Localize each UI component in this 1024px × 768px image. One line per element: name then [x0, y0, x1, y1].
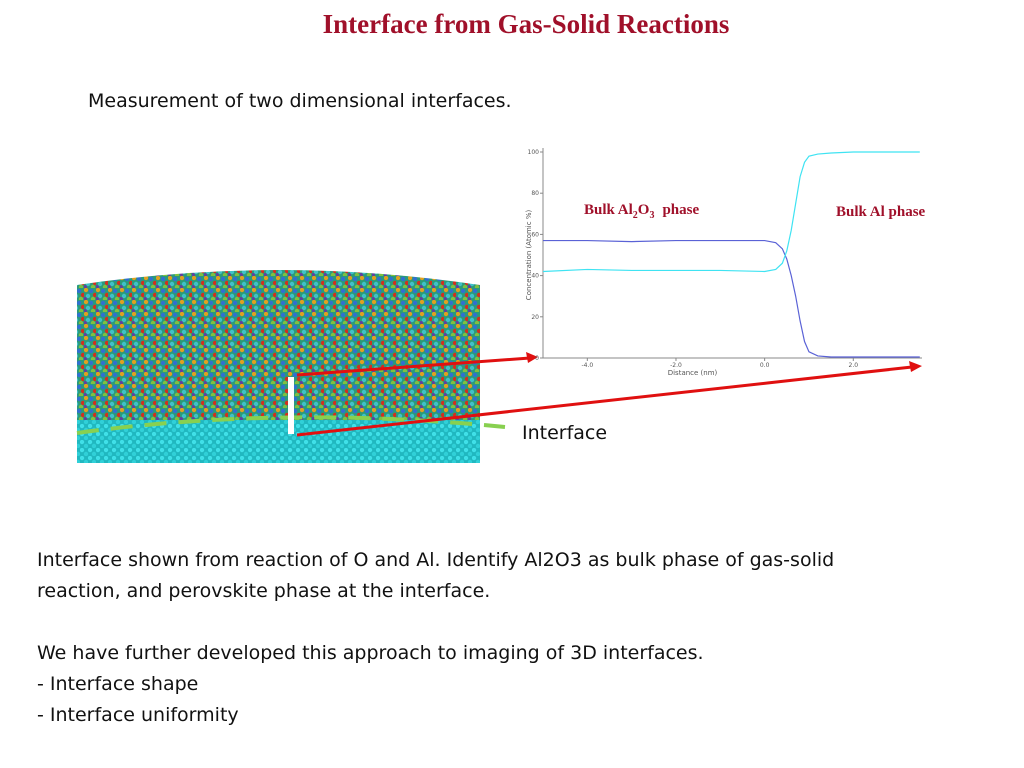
body-line: reaction, and perovskite phase at the in…	[37, 580, 490, 602]
y-axis-label: Concentration (Atomic %)	[525, 210, 533, 301]
arrow	[296, 365, 913, 437]
data-line	[543, 239, 920, 358]
x-axis-label: Distance (nm)	[668, 369, 718, 377]
body-line: Interface shown from reaction of O and A…	[37, 549, 834, 571]
y-tick-label: 60	[531, 231, 539, 238]
annotation-part: 2	[633, 210, 638, 221]
body-line: - Interface uniformity	[37, 704, 239, 726]
body-text: Interface shown from reaction of O and A…	[37, 549, 834, 726]
y-tick-label: 80	[531, 190, 539, 197]
subtitle: Measurement of two dimensional interface…	[88, 90, 512, 112]
chart: 0 20 40 60 80 100 -4.0 -2.0 0.0 2.0 Distance (nm) C…	[525, 148, 926, 377]
arrow-head	[526, 352, 538, 363]
slide-title: Interface from Gas-Solid Reactions	[323, 9, 730, 39]
y-tick-label: 0	[535, 355, 539, 362]
x-tick-label: -2.0	[670, 362, 682, 369]
y-tick-label: 20	[531, 314, 539, 321]
body-line: We have further developed this approach …	[37, 642, 704, 664]
x-tick-label: -4.0	[581, 362, 593, 369]
arrow-head	[909, 361, 922, 372]
atom-image	[77, 270, 480, 463]
interface-marker	[288, 377, 294, 434]
annotation-part: Bulk Al	[584, 202, 633, 218]
annotation-part: O	[638, 202, 650, 218]
interface-line	[76, 415, 506, 435]
annotation: Bulk Al phase	[836, 204, 926, 220]
y-tick-label: 100	[528, 149, 540, 156]
y-tick-label: 40	[531, 273, 539, 280]
annotation: Bulk Al2O3 phase	[584, 202, 699, 221]
arrow	[296, 356, 531, 377]
body-line: - Interface shape	[37, 673, 198, 695]
data-line	[542, 151, 920, 273]
annotation-part: phase	[662, 202, 699, 218]
interface-label: Interface	[522, 422, 607, 444]
x-tick-label: 2.0	[849, 362, 859, 369]
annotation-part: 3	[649, 210, 654, 221]
x-tick-label: 0.0	[760, 362, 770, 369]
